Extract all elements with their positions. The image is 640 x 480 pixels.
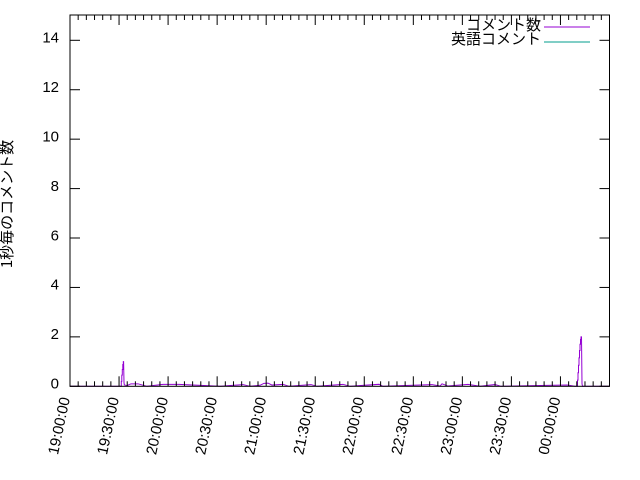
svg-text:2: 2 — [51, 326, 59, 343]
svg-text:10: 10 — [42, 128, 59, 145]
svg-text:12: 12 — [42, 79, 59, 96]
svg-text:0: 0 — [51, 376, 59, 393]
svg-text:英語コメント: 英語コメント — [451, 28, 541, 49]
svg-text:4: 4 — [51, 277, 59, 294]
svg-text:6: 6 — [51, 227, 59, 244]
svg-text:8: 8 — [51, 178, 59, 195]
svg-text:1秒毎のコメント数: 1秒毎のコメント数 — [0, 140, 17, 268]
svg-text:14: 14 — [42, 30, 59, 47]
